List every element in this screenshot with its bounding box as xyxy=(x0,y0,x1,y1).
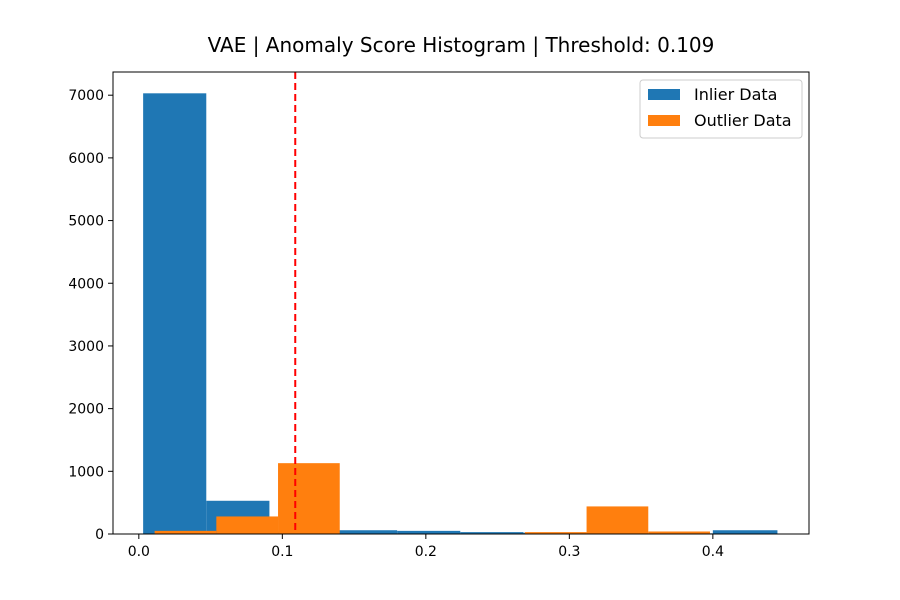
outlier-data-bar-1 xyxy=(216,516,279,534)
legend-swatch-inlier-data xyxy=(648,89,680,100)
y-tick-label-5: 5000 xyxy=(68,214,104,230)
legend-box xyxy=(639,79,803,139)
y-tick-label-3: 3000 xyxy=(68,339,104,355)
y-tick-label-4: 4000 xyxy=(68,276,104,292)
outlier-data-bar-2 xyxy=(278,463,340,534)
plot-frame xyxy=(112,71,810,535)
x-tick-label-1: 0.1 xyxy=(271,544,293,560)
outlier-data-bar-8 xyxy=(648,531,710,534)
legend: Inlier Data Outlier Data xyxy=(639,79,803,139)
y-tick-label-1: 1000 xyxy=(68,464,104,480)
inlier-data-bar-3 xyxy=(332,530,398,534)
outlier-data-bar-0 xyxy=(154,530,217,534)
chart-title: VAE | Anomaly Score Histogram | Threshol… xyxy=(208,33,715,57)
x-tick-label-2: 0.2 xyxy=(415,544,437,560)
outlier-data-bar-6 xyxy=(524,532,587,534)
legend-label-outlier-data: Outlier Data xyxy=(694,111,792,130)
outlier-data-bar-7 xyxy=(586,506,649,534)
y-tick-label-7: 7000 xyxy=(68,88,104,104)
y-axis: 0 1000 2000 3000 4000 5000 6000 7000 xyxy=(68,88,113,543)
inlier-data-bar-0 xyxy=(143,93,207,535)
bars-layer xyxy=(143,93,778,535)
inlier-data-bar-9 xyxy=(712,530,778,534)
y-tick-label-2: 2000 xyxy=(68,402,104,418)
legend-swatch-outlier-data xyxy=(648,115,680,126)
x-axis: 0.0 0.1 0.2 0.3 0.4 xyxy=(128,534,724,560)
y-tick-label-0: 0 xyxy=(95,527,104,543)
x-tick-label-3: 0.3 xyxy=(558,544,580,560)
y-tick-label-6: 6000 xyxy=(68,151,104,167)
x-tick-label-4: 0.4 xyxy=(702,544,724,560)
inlier-data-bar-5 xyxy=(460,532,524,534)
inlier-data-bar-4 xyxy=(397,530,461,534)
legend-label-inlier-data: Inlier Data xyxy=(694,85,777,104)
x-tick-label-0: 0.0 xyxy=(128,544,150,560)
